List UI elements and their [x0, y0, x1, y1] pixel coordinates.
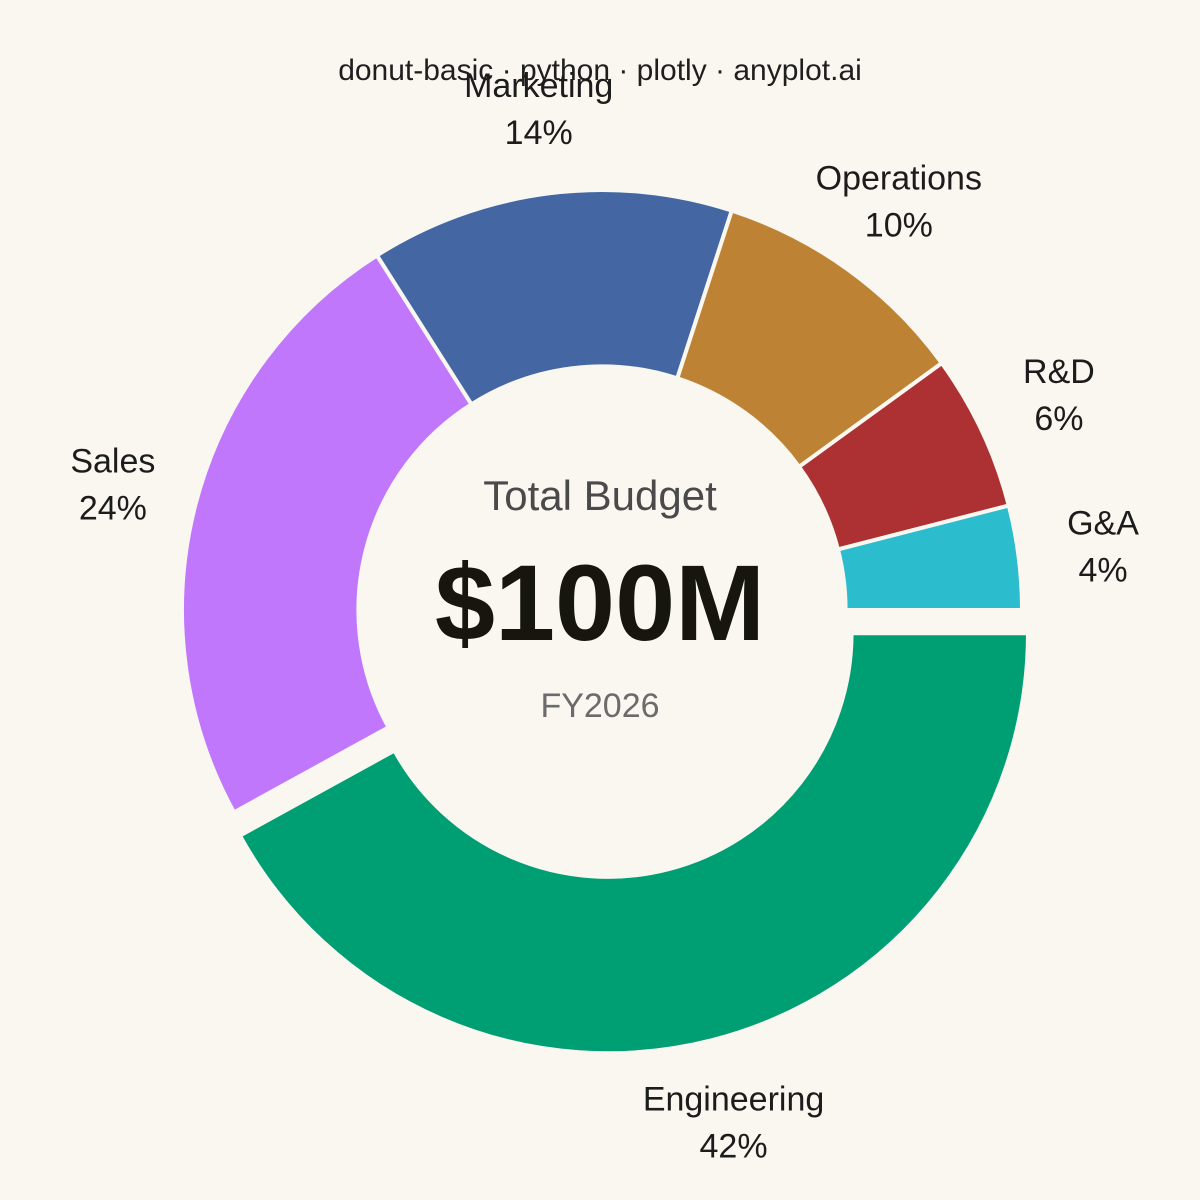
center-value: $100M — [435, 542, 765, 663]
slice-category-label: Sales — [70, 442, 155, 480]
slice-category-label: Marketing — [464, 67, 613, 105]
slice-percent-label: 6% — [1034, 400, 1083, 438]
slice-engineering — [237, 631, 1030, 1056]
slice-category-label: Engineering — [643, 1080, 824, 1118]
center-subtitle: FY2026 — [540, 687, 659, 725]
slices-layer — [180, 188, 1030, 1056]
slice-label-marketing: Marketing 14% — [464, 67, 613, 152]
slice-label-engineering: Engineering 42% — [643, 1080, 824, 1165]
slice-percent-label: 42% — [700, 1127, 768, 1165]
slice-g-a — [835, 503, 1024, 612]
slice-percent-label: 10% — [865, 206, 933, 244]
slice-marketing — [374, 188, 734, 407]
slice-category-label: G&A — [1067, 505, 1139, 543]
slice-percent-label: 4% — [1078, 552, 1127, 590]
slice-category-label: R&D — [1023, 353, 1095, 391]
slice-label-operations: Operations 10% — [816, 159, 982, 244]
labels-layer: Engineering 42% Sales 24% Marketing 14% Operat… — [70, 67, 1139, 1165]
slice-category-label: Operations — [816, 159, 982, 197]
center-annotation: Total Budget $100M FY2026 — [435, 472, 765, 725]
slice-label-r-d: R&D 6% — [1023, 353, 1095, 438]
slice-label-sales: Sales 24% — [70, 442, 155, 527]
slice-sales — [180, 253, 474, 815]
chart-title: donut-basic · python · plotly · anyplot.… — [338, 54, 862, 87]
center-label: Total Budget — [483, 472, 717, 519]
slice-percent-label: 24% — [79, 489, 147, 527]
slice-label-g-a: G&A 4% — [1067, 505, 1139, 590]
slice-percent-label: 14% — [505, 114, 573, 152]
